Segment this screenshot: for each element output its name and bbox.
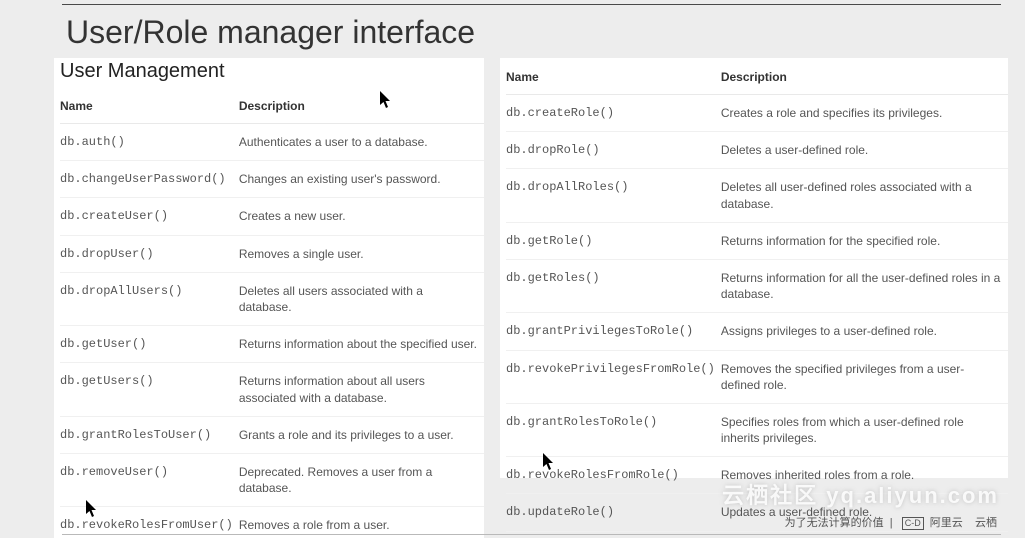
column-header-name: Name bbox=[506, 60, 721, 95]
table-row: db.getRole()Returns information for the … bbox=[506, 222, 1008, 259]
table-row: db.getUsers()Returns information about a… bbox=[60, 363, 484, 416]
table-row: db.dropAllRoles()Deletes all user-define… bbox=[506, 169, 1008, 222]
method-link[interactable]: db.getUser() bbox=[60, 326, 239, 363]
table-row: db.createRole()Creates a role and specif… bbox=[506, 95, 1008, 132]
method-link[interactable]: db.createUser() bbox=[60, 198, 239, 235]
top-rule bbox=[62, 4, 1001, 5]
method-link[interactable]: db.dropRole() bbox=[506, 132, 721, 169]
method-description: Returns information about the specified … bbox=[239, 326, 484, 363]
table-row: db.dropRole()Deletes a user-defined role… bbox=[506, 132, 1008, 169]
method-link[interactable]: db.revokeRolesFromRole() bbox=[506, 457, 721, 494]
method-description: Removes inherited roles from a role. bbox=[721, 457, 1008, 494]
footer: 为了无法计算的价值 | C-D 阿里云 云栖 bbox=[785, 514, 997, 530]
method-link[interactable]: db.grantRolesToRole() bbox=[506, 403, 721, 456]
method-description: Assigns privileges to a user-defined rol… bbox=[721, 313, 1008, 350]
footer-brand: 阿里云 bbox=[930, 517, 963, 529]
method-link[interactable]: db.revokePrivilegesFromRole() bbox=[506, 350, 721, 403]
method-link[interactable]: db.getRoles() bbox=[506, 259, 721, 312]
role-management-panel: Name Description db.createRole()Creates … bbox=[500, 58, 1008, 478]
method-description: Changes an existing user's password. bbox=[239, 161, 484, 198]
user-management-heading: User Management bbox=[60, 60, 484, 83]
method-description: Deletes all user-defined roles associate… bbox=[721, 169, 1008, 222]
footer-tagline: 为了无法计算的价值 bbox=[785, 517, 884, 529]
method-link[interactable]: db.auth() bbox=[60, 124, 239, 161]
bottom-rule bbox=[62, 534, 1001, 535]
method-description: Grants a role and its privileges to a us… bbox=[239, 416, 484, 453]
method-link[interactable]: db.removeUser() bbox=[60, 453, 239, 506]
method-link[interactable]: db.dropAllRoles() bbox=[506, 169, 721, 222]
brand-logo-icon: C-D bbox=[902, 517, 924, 530]
table-row: db.createUser()Creates a new user. bbox=[60, 198, 484, 235]
table-row: db.changeUserPassword()Changes an existi… bbox=[60, 161, 484, 198]
table-row: db.getUser()Returns information about th… bbox=[60, 326, 484, 363]
table-row: db.grantRolesToUser()Grants a role and i… bbox=[60, 416, 484, 453]
method-description: Returns information about all users asso… bbox=[239, 363, 484, 416]
method-description: Creates a role and specifies its privile… bbox=[721, 95, 1008, 132]
method-link[interactable]: db.dropUser() bbox=[60, 235, 239, 272]
method-link[interactable]: db.dropAllUsers() bbox=[60, 272, 239, 325]
method-link[interactable]: db.grantPrivilegesToRole() bbox=[506, 313, 721, 350]
table-row: db.removeUser()Deprecated. Removes a use… bbox=[60, 453, 484, 506]
method-description: Returns information for all the user-def… bbox=[721, 259, 1008, 312]
method-link[interactable]: db.changeUserPassword() bbox=[60, 161, 239, 198]
method-link[interactable]: db.getRole() bbox=[506, 222, 721, 259]
page-title: User/Role manager interface bbox=[66, 14, 475, 51]
method-description: Deletes all users associated with a data… bbox=[239, 272, 484, 325]
method-link[interactable]: db.getUsers() bbox=[60, 363, 239, 416]
table-row: db.grantPrivilegesToRole()Assigns privil… bbox=[506, 313, 1008, 350]
method-description: Creates a new user. bbox=[239, 198, 484, 235]
method-description: Authenticates a user to a database. bbox=[239, 124, 484, 161]
method-description: Deprecated. Removes a user from a databa… bbox=[239, 453, 484, 506]
method-link[interactable]: db.updateRole() bbox=[506, 494, 721, 531]
method-link[interactable]: db.grantRolesToUser() bbox=[60, 416, 239, 453]
method-description: Returns information for the specified ro… bbox=[721, 222, 1008, 259]
method-link[interactable]: db.createRole() bbox=[506, 95, 721, 132]
table-row: db.auth()Authenticates a user to a datab… bbox=[60, 124, 484, 161]
method-description: Specifies roles from which a user-define… bbox=[721, 403, 1008, 456]
method-description: Deletes a user-defined role. bbox=[721, 132, 1008, 169]
column-header-description: Description bbox=[721, 60, 1008, 95]
method-description: Removes the specified privileges from a … bbox=[721, 350, 1008, 403]
column-header-name: Name bbox=[60, 89, 239, 124]
slide: User/Role manager interface User Managem… bbox=[0, 0, 1025, 538]
role-methods-table: Name Description db.createRole()Creates … bbox=[506, 60, 1008, 532]
method-description: Removes a single user. bbox=[239, 235, 484, 272]
table-row: db.revokeRolesFromRole()Removes inherite… bbox=[506, 457, 1008, 494]
footer-suffix: 云栖 bbox=[975, 517, 997, 529]
table-row: db.grantRolesToRole()Specifies roles fro… bbox=[506, 403, 1008, 456]
user-methods-table: Name Description db.auth()Authenticates … bbox=[60, 89, 484, 538]
table-row: db.dropAllUsers()Deletes all users assoc… bbox=[60, 272, 484, 325]
table-row: db.revokePrivilegesFromRole()Removes the… bbox=[506, 350, 1008, 403]
table-row: db.getRoles()Returns information for all… bbox=[506, 259, 1008, 312]
user-management-panel: User Management Name Description db.auth… bbox=[54, 58, 484, 538]
table-row: db.dropUser()Removes a single user. bbox=[60, 235, 484, 272]
column-header-description: Description bbox=[239, 89, 484, 124]
